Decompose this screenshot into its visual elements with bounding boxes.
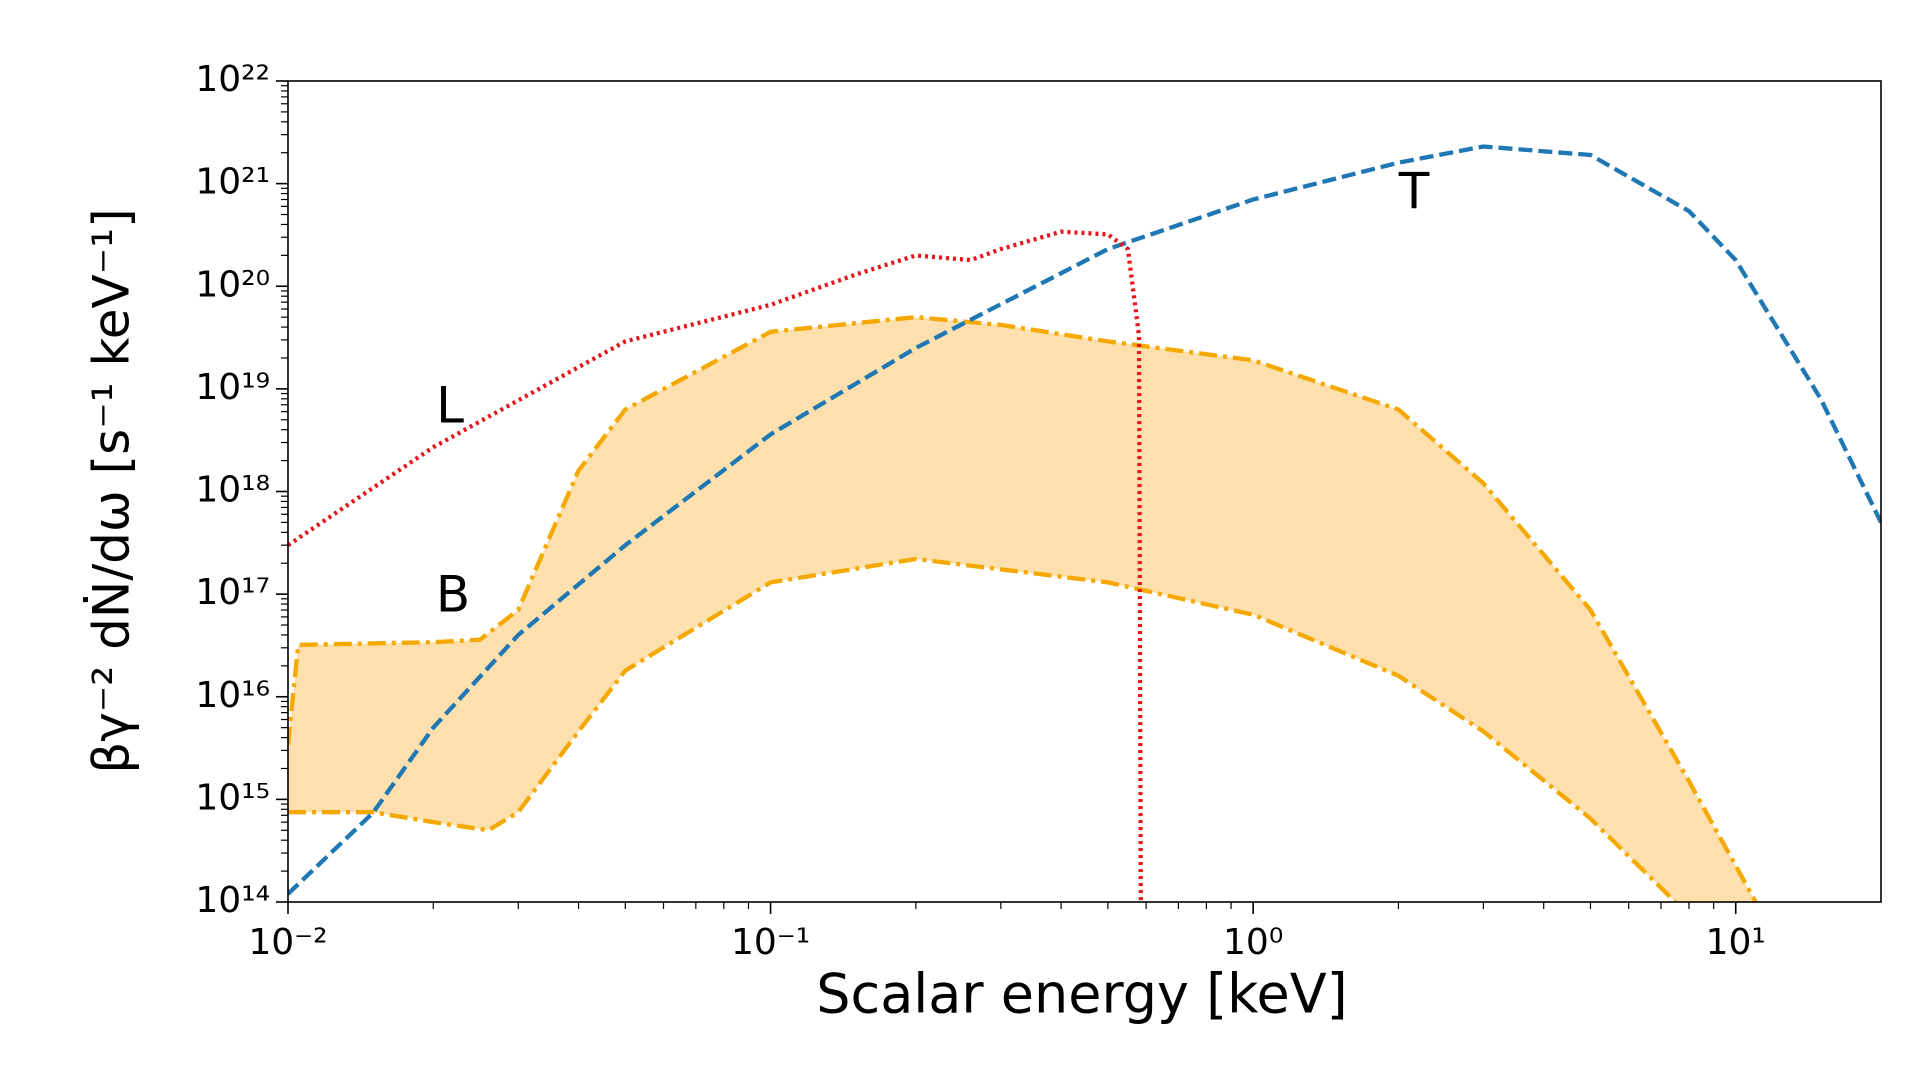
y-tick-label: 10¹⁴ [195, 880, 270, 921]
series-line [288, 229, 1143, 902]
annotation: B [436, 566, 470, 624]
x-tick-label: 10⁻¹ [731, 922, 810, 963]
x-tick-label: 10⁻² [248, 922, 327, 963]
x-tick-label: 10⁰ [1223, 922, 1283, 963]
band-upper-line [288, 314, 1758, 902]
y-tick-label: 10¹⁹ [195, 367, 270, 408]
annotation: T [1398, 163, 1430, 221]
band-lower-line [288, 556, 1677, 902]
y-tick-label: 10²¹ [195, 162, 270, 203]
y-tick-label: 10¹⁶ [195, 675, 270, 716]
y-tick-label: 10²² [195, 59, 270, 100]
y-tick-label: 10¹⁵ [195, 777, 270, 818]
annotation: L [436, 377, 464, 435]
y-tick-label: 10¹⁷ [195, 572, 270, 613]
y-axis-label: βγ⁻² dṄ/dω [s⁻¹ keV⁻¹] [83, 208, 141, 773]
x-axis-label: Scalar energy [keV] [816, 963, 1347, 1026]
y-tick-label: 10¹⁸ [195, 470, 270, 511]
y-tick-label: 10²⁰ [195, 264, 270, 305]
series-line [288, 144, 1881, 896]
x-tick-label: 10¹ [1706, 922, 1766, 963]
band-fill [288, 317, 1756, 902]
